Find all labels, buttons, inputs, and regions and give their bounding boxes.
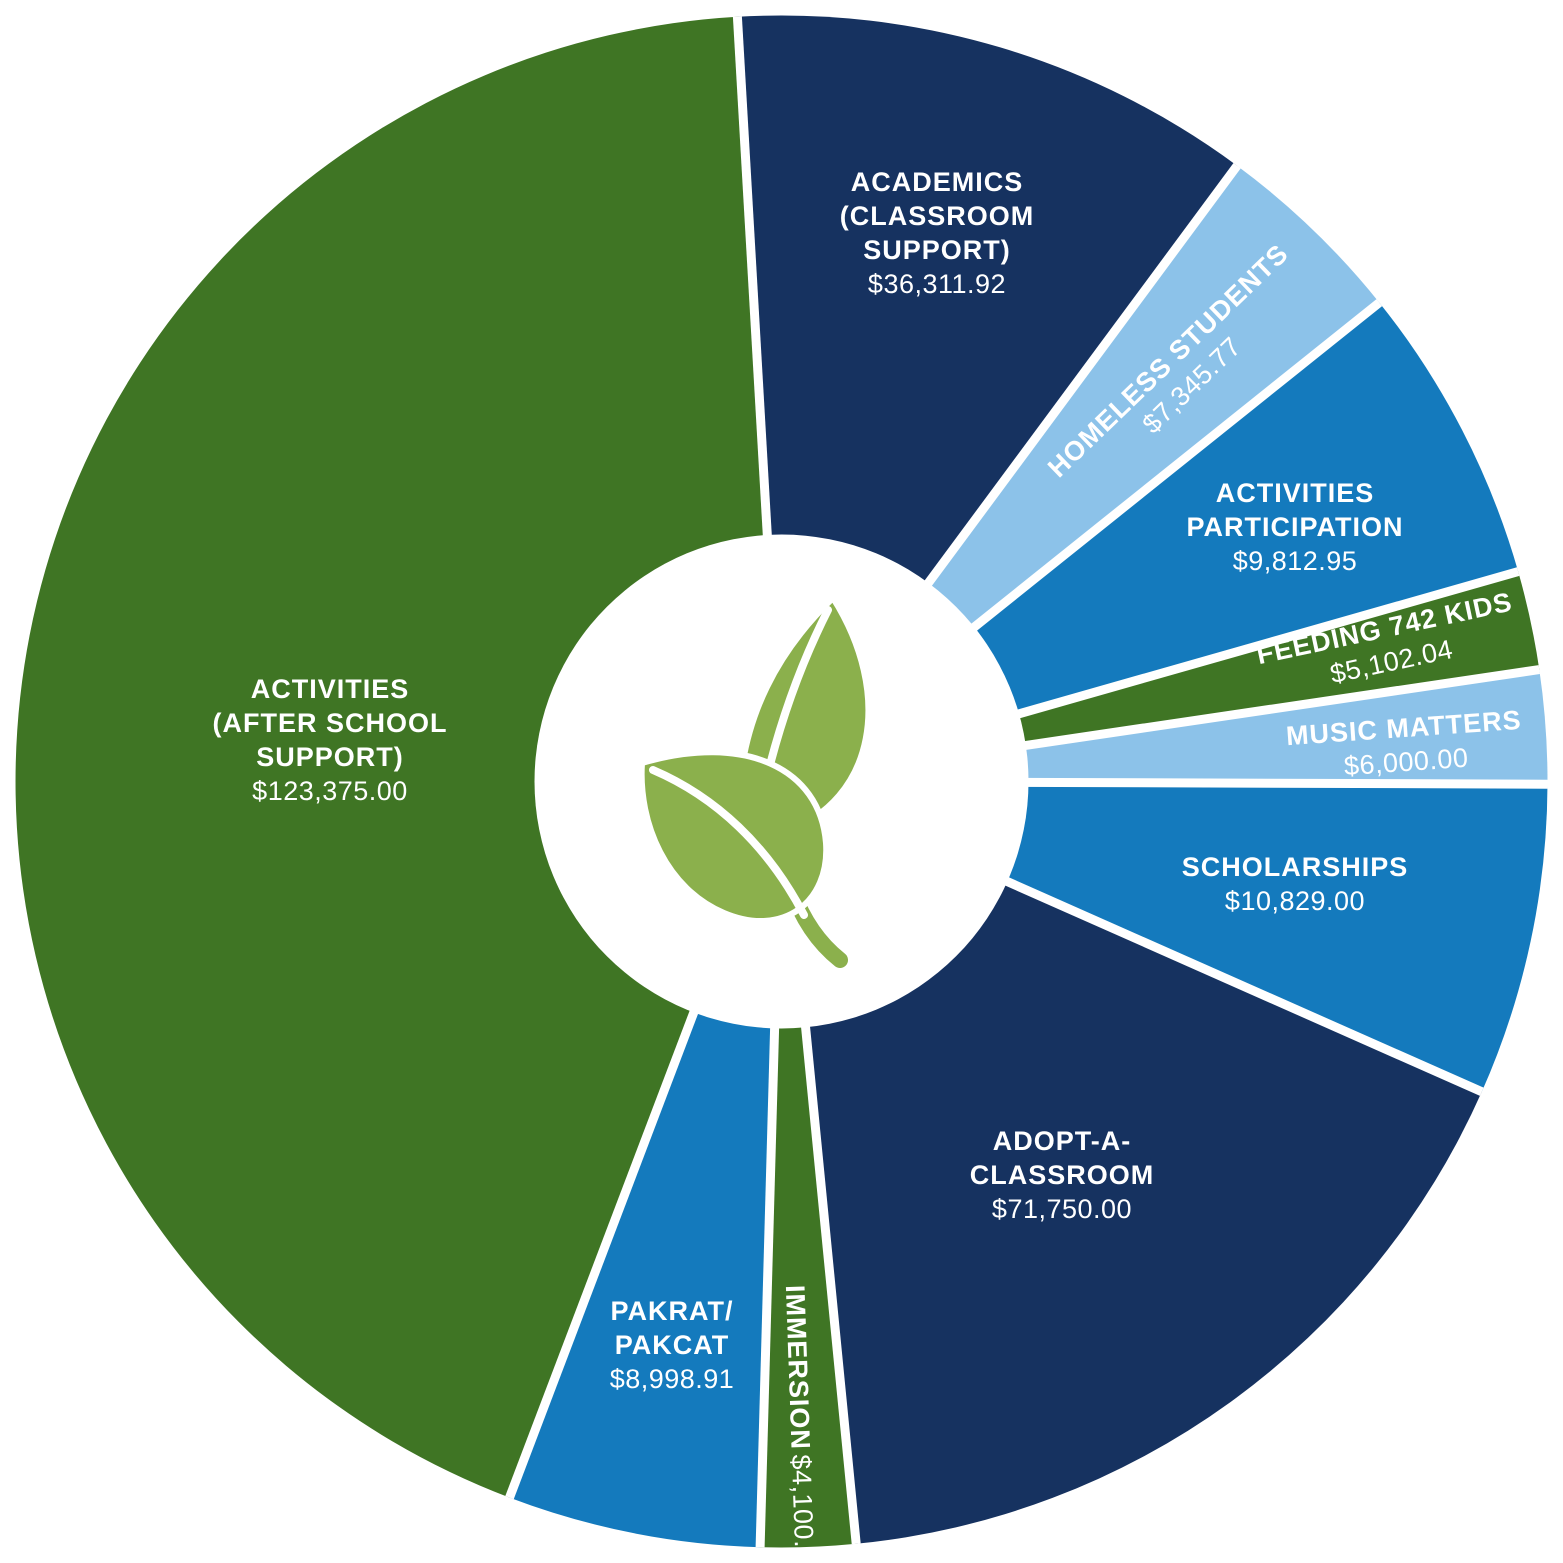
- pie-slice-adopt-a-classroom: [781, 781, 1482, 1544]
- pie-slice-activities-after-school: [15, 16, 782, 1498]
- seedling-leaves-logo: [638, 593, 872, 968]
- lower-leaf-vein: [649, 766, 808, 919]
